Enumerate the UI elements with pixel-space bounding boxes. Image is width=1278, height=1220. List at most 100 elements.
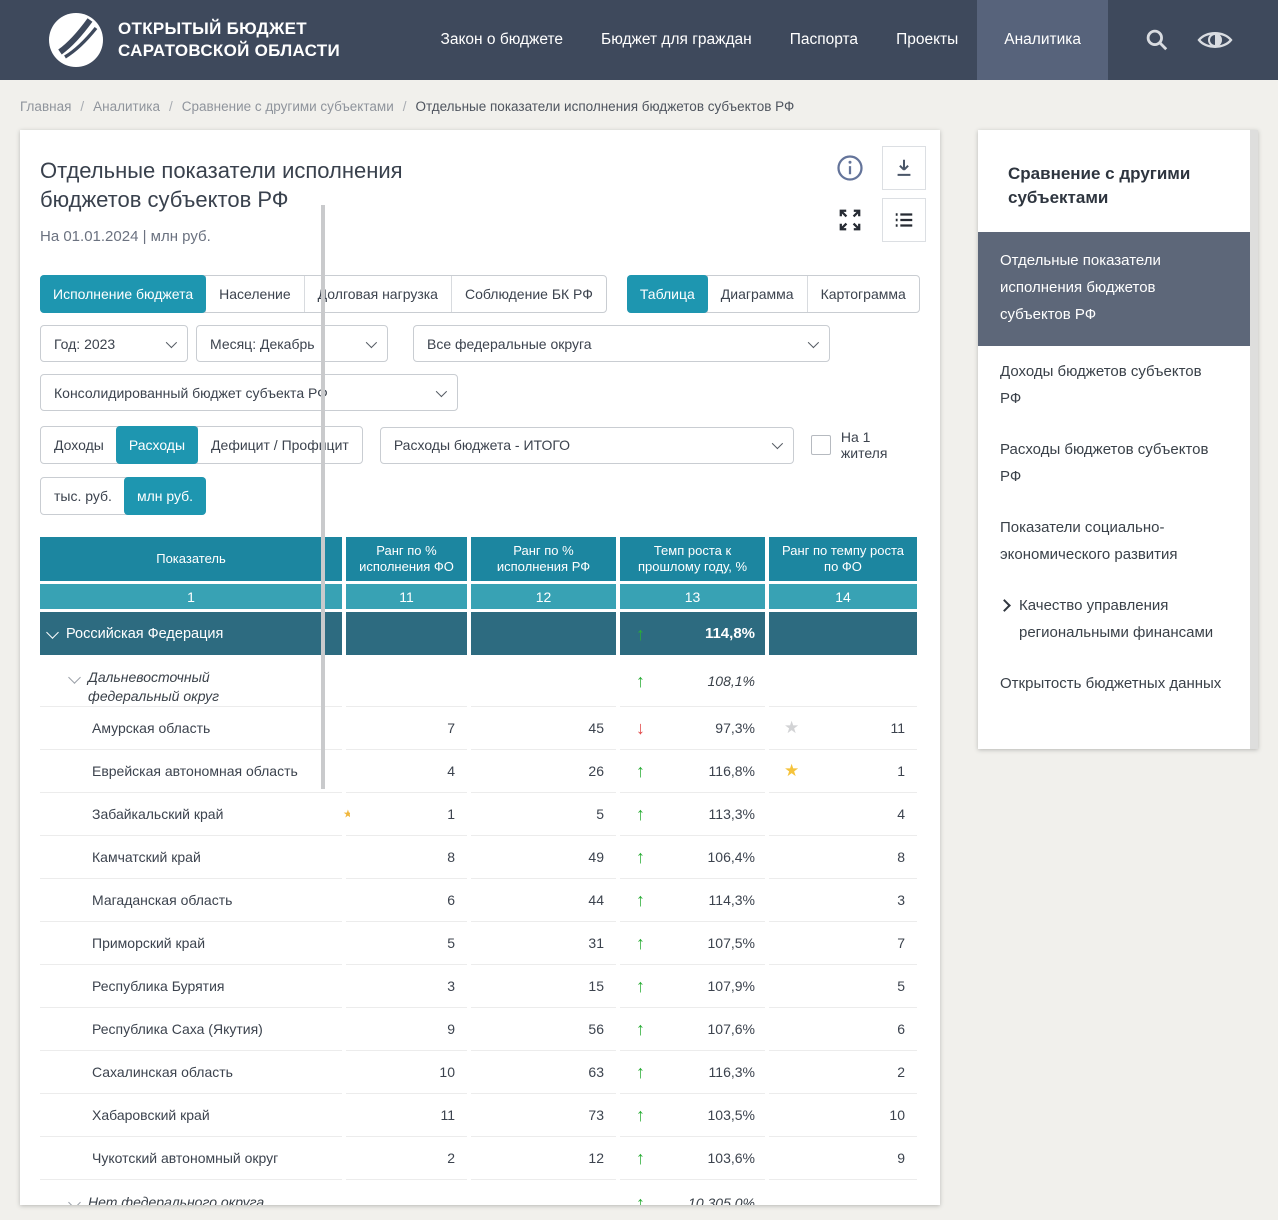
sidebar-item-label: Расходы бюджетов субъектов РФ <box>1000 441 1209 485</box>
month-select-value: Месяц: Декабрь <box>210 335 315 352</box>
info-icon[interactable] <box>828 146 872 190</box>
budget-row: Консолидированный бюджет субъекта РФ <box>40 374 920 411</box>
rank-growth-value: 11 <box>890 720 905 736</box>
metric-tab[interactable]: Соблюдение БК РФ <box>450 276 606 312</box>
sidebar-item[interactable]: Отдельные показатели исполнения бюджетов… <box>978 232 1258 346</box>
chevron-down-icon[interactable] <box>46 625 59 639</box>
growth-value: 97,3% <box>715 720 755 736</box>
growth-value: 114,3% <box>708 892 755 908</box>
nav-item[interactable]: Закон о бюджете <box>440 31 564 48</box>
rank-growth-cell: 10 <box>769 1094 917 1137</box>
view-tabs: Таблица Диаграмма Картограмма <box>626 275 920 313</box>
sidebar-item-label: Качество управления региональными финанс… <box>1019 597 1214 641</box>
table-row[interactable]: Дальневосточный федеральный округ ↑ 108,1% <box>40 655 920 707</box>
sidebar-item-label: Отдельные показатели исполнения бюджетов… <box>1000 252 1161 323</box>
rank-growth-cell: 4 <box>769 793 917 836</box>
metric-tab[interactable]: Население <box>205 276 304 312</box>
sidebar-item-label: Показатели социально-экономического разв… <box>1000 519 1178 563</box>
table-row[interactable]: Нет федерального округа ↑ 10 305,0% <box>40 1180 920 1205</box>
view-tab[interactable]: Картограмма <box>806 276 919 312</box>
metric-tab[interactable]: Исполнение бюджета <box>40 275 207 313</box>
rank-fo-cell: 3 <box>346 965 467 1008</box>
analytics-card: Отдельные показатели исполнения бюджетов… <box>20 130 940 1205</box>
rank-growth-cell: 5 <box>769 965 917 1008</box>
growth-cell: ↑ 107,5% <box>620 922 765 965</box>
sidebar-item[interactable]: Открытость бюджетных данных <box>978 658 1258 709</box>
unit-tab[interactable]: тыс. руб. <box>54 488 112 504</box>
logo[interactable]: ОТКРЫТЫЙ БЮДЖЕТ САРАТОВСКОЙ ОБЛАСТИ <box>48 12 340 68</box>
rank-fo-value: 3 <box>447 978 455 994</box>
download-icon[interactable] <box>882 146 926 190</box>
budget-table: Показатель Ранг по % исполнения ФО Ранг по… <box>40 537 920 1205</box>
district-select[interactable]: Все федеральные округа <box>413 325 830 362</box>
star-icon: ★ <box>784 761 800 780</box>
row-name-cell: Амурская область <box>40 707 342 750</box>
table-row: Хабаровский край 11 73 ↑ 103,5% 10 <box>40 1094 920 1137</box>
chevron-down-icon[interactable] <box>68 1196 81 1205</box>
sidebar-item[interactable]: Показатели социально-экономического разв… <box>978 502 1258 580</box>
view-tab[interactable]: Таблица <box>626 275 708 313</box>
column-header: Ранг по темпу роста по ФО <box>769 537 917 581</box>
growth-cell: ↑ 107,6% <box>620 1008 765 1051</box>
sidebar-scrollbar[interactable] <box>1250 130 1258 749</box>
rank-growth-cell: 3 <box>769 879 917 922</box>
column-number: 11 <box>346 584 467 609</box>
rank-growth-cell: 7 <box>769 922 917 965</box>
rank-rf-cell: 49 <box>471 836 616 879</box>
rank-growth-value: 2 <box>897 1064 905 1080</box>
metric-tab[interactable]: Долговая нагрузка <box>303 276 451 312</box>
measure-tab[interactable]: Расходы <box>115 426 199 464</box>
nav-item[interactable]: Аналитика <box>977 0 1108 80</box>
sidebar-item-label: Открытость бюджетных данных <box>1000 675 1222 692</box>
rank-rf-cell: 44 <box>471 879 616 922</box>
rank-fo-cell <box>346 1180 467 1205</box>
measure-tab[interactable]: Дефицит / Профицит <box>197 427 362 463</box>
rank-fo-cell <box>346 612 467 655</box>
year-select[interactable]: Год: 2023 <box>40 325 188 362</box>
arrow-up-icon: ↑ <box>636 1019 645 1039</box>
indicator-select[interactable]: Расходы бюджета - ИТОГО <box>379 426 795 464</box>
month-select[interactable]: Месяц: Декабрь <box>196 325 388 362</box>
breadcrumb-link[interactable]: Аналитика <box>93 99 160 114</box>
rank-rf-value: 5 <box>596 806 604 822</box>
rank-growth-value: 3 <box>897 892 905 908</box>
nav-item[interactable]: Паспорта <box>789 31 859 48</box>
table-row[interactable]: Российская Федерация ↑ 114,8% <box>40 612 920 655</box>
list-icon[interactable] <box>882 198 926 242</box>
chevron-down-icon[interactable] <box>68 671 81 684</box>
growth-cell: ↑ 114,8% <box>620 612 765 655</box>
unit-tab[interactable]: млн руб. <box>123 477 207 515</box>
column-header: Ранг по % исполнения РФ <box>471 537 616 581</box>
column-header: Показатель <box>40 537 342 581</box>
view-tab[interactable]: Диаграмма <box>706 276 807 312</box>
growth-value: 116,3% <box>708 1064 755 1080</box>
budget-type-select-value: Консолидированный бюджет субъекта РФ <box>54 384 328 401</box>
rank-fo-cell: 11 <box>346 1094 467 1137</box>
breadcrumb-link[interactable]: Сравнение с другими субъектами <box>181 99 394 114</box>
per-capita-checkbox[interactable] <box>811 435 831 455</box>
rank-rf-cell: 31 <box>471 922 616 965</box>
search-icon[interactable] <box>1144 27 1170 53</box>
measure-tab[interactable]: Доходы <box>54 437 104 453</box>
app-header: ОТКРЫТЫЙ БЮДЖЕТ САРАТОВСКОЙ ОБЛАСТИ Зако… <box>0 0 1278 80</box>
nav-item[interactable]: Бюджет для граждан <box>601 31 752 48</box>
growth-cell: ↓ 97,3% <box>620 707 765 750</box>
row-label: Магаданская область <box>92 892 233 908</box>
accessibility-eye-icon[interactable] <box>1196 28 1234 52</box>
rank-fo-value: 9 <box>447 1021 455 1037</box>
column-number: 1 <box>40 584 342 609</box>
brand-line2: САРАТОВСКОЙ ОБЛАСТИ <box>118 41 340 60</box>
budget-type-select[interactable]: Консолидированный бюджет субъекта РФ <box>40 374 458 411</box>
star-icon: ★ <box>784 718 800 737</box>
fullscreen-icon[interactable] <box>828 198 872 242</box>
rank-rf-cell: 73 <box>471 1094 616 1137</box>
sidebar-item[interactable]: Расходы бюджетов субъектов РФ <box>978 424 1258 502</box>
row-name-cell: Нет федерального округа <box>40 1180 342 1205</box>
chevron-down-icon <box>435 385 448 397</box>
sidebar-item[interactable]: Доходы бюджетов субъектов РФ <box>978 346 1258 424</box>
rank-fo-cell: 9 <box>346 1008 467 1051</box>
breadcrumb-link[interactable]: Главная <box>20 99 72 114</box>
sidebar-item[interactable]: Качество управления региональными финанс… <box>978 580 1258 658</box>
nav-item[interactable]: Проекты <box>896 31 959 48</box>
rank-growth-cell: 2 <box>769 1051 917 1094</box>
